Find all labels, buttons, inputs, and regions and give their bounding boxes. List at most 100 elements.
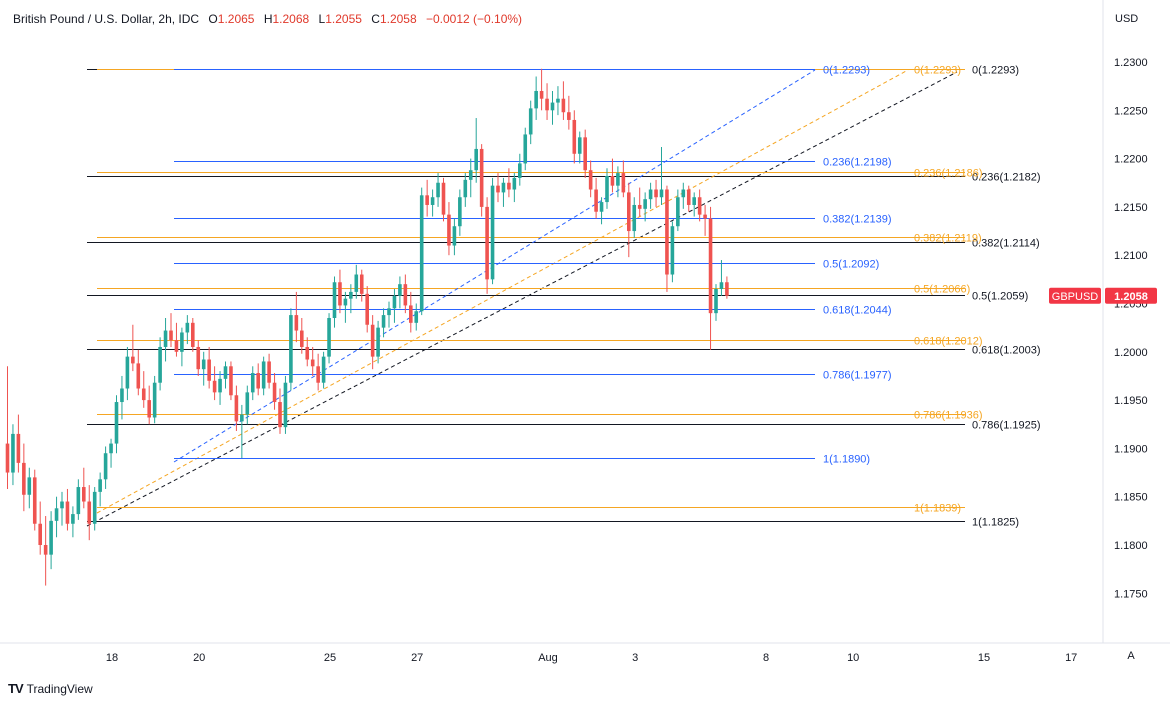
fib-blue[interactable]: 0(1.2293) 0.236(1.2198) 0.382(1.2139) 0.5(1… (173, 65, 892, 466)
price-tick-label: 1.1950 (1114, 395, 1148, 407)
fib-black[interactable]: 0(1.2293) 0.236(1.2182) 0.382(1.2114) 0.5(1… (86, 65, 1041, 529)
time-tick-label: 10 (847, 652, 859, 664)
fib-retracements[interactable]: 0(1.2293) 0.236(1.2182) 0.382(1.2114) 0.5(1… (86, 65, 1041, 529)
candle-body (610, 175, 615, 186)
fib-orange[interactable]: 0(1.2293) 0.236(1.2186) 0.382(1.2119) 0.5(1… (96, 65, 983, 515)
symbol-title[interactable]: British Pound / U.S. Dollar, 2h, IDC (13, 12, 200, 26)
candle-body (82, 487, 86, 502)
candle-body (60, 501, 64, 509)
candle-body (708, 218, 713, 314)
candle-body (567, 112, 571, 120)
footer-brand[interactable]: TV TradingView (8, 681, 93, 696)
candle-body (54, 508, 59, 521)
candle-body (523, 134, 528, 164)
candle-body (229, 366, 233, 396)
candle-body (692, 197, 696, 205)
candle-body (648, 189, 653, 200)
fib-level-label: 0.786(1.1925) (972, 420, 1041, 432)
candle-body (621, 173, 626, 193)
candle-body (392, 295, 397, 309)
candle-body (114, 402, 119, 444)
time-tick-label: 18 (106, 652, 118, 664)
price-tick-label: 1.2000 (1114, 347, 1148, 359)
candle-body (441, 182, 446, 215)
candle-body (321, 356, 326, 383)
candle-body (577, 137, 582, 154)
fib-trend-line (86, 71, 958, 527)
candle-body (272, 382, 277, 403)
price-tick-label: 1.2300 (1114, 57, 1148, 69)
close-value: 1.2058 (379, 12, 417, 26)
tradingview-logo-icon: TV (8, 681, 24, 696)
candle-body (447, 214, 451, 246)
fib-level-label: 0.786(1.1977) (823, 370, 892, 382)
fib-level-label: 0.618(1.2003) (972, 345, 1041, 357)
candle-body (141, 388, 146, 401)
candle-body (120, 388, 124, 403)
candle-body (250, 373, 255, 393)
price-tick-label: 1.1850 (1114, 492, 1148, 504)
price-tick-label: 1.1900 (1114, 443, 1148, 455)
candle-body (496, 185, 500, 193)
candle-body (289, 315, 293, 383)
candle-body (458, 197, 462, 227)
candle-body (556, 98, 560, 103)
candle-body (507, 182, 511, 190)
candle-body (338, 282, 342, 306)
candle-body (207, 359, 211, 381)
price-badge: GBPUSD 1.2058 (1049, 287, 1157, 304)
fib-level-label: 1(1.1825) (972, 517, 1019, 529)
low-value: 1.2055 (325, 12, 362, 26)
candle-body (152, 382, 157, 418)
candle-body (310, 359, 315, 367)
fib-level-label: 0(1.2293) (914, 65, 961, 77)
candle-body (65, 501, 70, 524)
candle-body (512, 177, 517, 190)
fib-level-label: 0.5(1.2066) (914, 284, 970, 296)
candle-body (240, 414, 244, 422)
candle-body (27, 477, 32, 495)
fib-trend-line (96, 69, 909, 514)
candle-body (300, 330, 304, 347)
low-label: L (318, 12, 326, 26)
candle-body (539, 90, 544, 99)
candle-body (22, 462, 26, 495)
candle-body (11, 433, 15, 473)
candle-body (665, 189, 669, 275)
candle-body (616, 173, 620, 186)
candle-body (534, 90, 538, 109)
candle-body (528, 108, 533, 135)
candle-body (714, 289, 718, 314)
candle-body (632, 204, 637, 232)
candle-body (76, 487, 81, 515)
price-tick-label: 1.2200 (1114, 154, 1148, 166)
candle-body (594, 189, 598, 212)
candle-body (212, 380, 217, 393)
candle-body (163, 330, 168, 347)
time-tick-label: 25 (324, 652, 336, 664)
candle-body (479, 148, 484, 207)
candle-body (98, 479, 102, 492)
time-tick-label: 20 (193, 652, 205, 664)
candle-body (463, 179, 468, 198)
currency-label: USD (1115, 13, 1138, 25)
candle-body (659, 189, 664, 198)
auto-scale-button[interactable]: A (1127, 650, 1135, 662)
candle-body (234, 395, 239, 422)
candle-body (643, 199, 647, 209)
candle-body (327, 317, 331, 357)
candle-body (185, 322, 190, 333)
price-tick-label: 1.2100 (1114, 250, 1148, 262)
badge-value-bg (1105, 287, 1157, 304)
high-value: 1.2068 (272, 12, 310, 26)
candle-body (71, 514, 75, 524)
candle-body (719, 282, 724, 290)
candle-body (605, 175, 609, 203)
candle-body (381, 315, 386, 328)
candle-body (278, 402, 282, 428)
candle-body (725, 282, 729, 296)
time-tick-label: 15 (978, 652, 990, 664)
candle-body (294, 315, 299, 331)
